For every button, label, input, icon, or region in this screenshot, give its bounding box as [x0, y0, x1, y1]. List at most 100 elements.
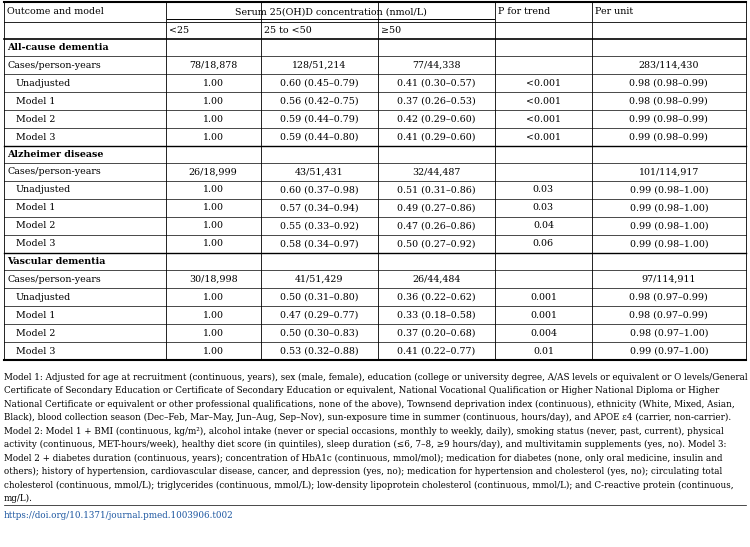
Text: Model 1: Model 1 [16, 96, 55, 106]
Text: cholesterol (continuous, mmol/L); triglycerides (continuous, mmol/L); low-densit: cholesterol (continuous, mmol/L); trigly… [4, 481, 734, 490]
Text: Black), blood collection season (Dec–Feb, Mar–May, Jun–Aug, Sep–Nov), sun-exposu: Black), blood collection season (Dec–Feb… [4, 413, 731, 422]
Text: 0.41 (0.30–0.57): 0.41 (0.30–0.57) [398, 79, 476, 88]
Text: 1.00: 1.00 [202, 185, 223, 195]
Text: 1.00: 1.00 [202, 240, 223, 248]
Text: 0.001: 0.001 [530, 311, 557, 319]
Text: 0.41 (0.29–0.60): 0.41 (0.29–0.60) [398, 132, 476, 142]
Text: 0.56 (0.42–0.75): 0.56 (0.42–0.75) [280, 96, 358, 106]
Text: 30/18,998: 30/18,998 [189, 275, 238, 283]
Text: <0.001: <0.001 [526, 114, 561, 124]
Text: Unadjusted: Unadjusted [16, 185, 71, 195]
Text: others); history of hypertension, cardiovascular disease, cancer, and depression: others); history of hypertension, cardio… [4, 467, 722, 476]
Text: 101/114,917: 101/114,917 [639, 167, 699, 177]
Text: 41/51,429: 41/51,429 [295, 275, 344, 283]
Text: 0.06: 0.06 [532, 240, 554, 248]
Text: Vascular dementia: Vascular dementia [7, 257, 105, 266]
Text: Model 3: Model 3 [16, 346, 55, 356]
Text: 1.00: 1.00 [202, 346, 223, 356]
Text: 0.99 (0.97–1.00): 0.99 (0.97–1.00) [629, 346, 708, 356]
Text: 0.50 (0.31–0.80): 0.50 (0.31–0.80) [280, 293, 358, 301]
Text: Model 2 + diabetes duration (continuous, years); concentration of HbA1c (continu: Model 2 + diabetes duration (continuous,… [4, 454, 722, 463]
Text: 1.00: 1.00 [202, 311, 223, 319]
Text: 1.00: 1.00 [202, 293, 223, 301]
Text: 0.59 (0.44–0.80): 0.59 (0.44–0.80) [280, 132, 358, 142]
Text: 0.53 (0.32–0.88): 0.53 (0.32–0.88) [280, 346, 358, 356]
Text: 0.58 (0.34–0.97): 0.58 (0.34–0.97) [280, 240, 358, 248]
Text: 32/44,487: 32/44,487 [413, 167, 460, 177]
Text: Unadjusted: Unadjusted [16, 293, 71, 301]
Text: 0.37 (0.20–0.68): 0.37 (0.20–0.68) [398, 329, 476, 337]
Text: Per unit: Per unit [595, 8, 633, 16]
Text: 78/18,878: 78/18,878 [189, 61, 237, 69]
Text: mg/L).: mg/L). [4, 494, 33, 503]
Text: 0.99 (0.98–0.99): 0.99 (0.98–0.99) [629, 132, 708, 142]
Text: 0.33 (0.18–0.58): 0.33 (0.18–0.58) [398, 311, 476, 319]
Text: <0.001: <0.001 [526, 96, 561, 106]
Text: 0.99 (0.98–1.00): 0.99 (0.98–1.00) [629, 185, 708, 195]
Text: 0.98 (0.97–1.00): 0.98 (0.97–1.00) [629, 329, 708, 337]
Text: Model 2: Model 2 [16, 329, 55, 337]
Text: <0.001: <0.001 [526, 79, 561, 88]
Text: activity (continuous, MET-hours/week), healthy diet score (in quintiles), sleep : activity (continuous, MET-hours/week), h… [4, 440, 727, 450]
Text: All-cause dementia: All-cause dementia [7, 43, 109, 52]
Text: 25 to <50: 25 to <50 [264, 26, 311, 35]
Text: 0.98 (0.98–0.99): 0.98 (0.98–0.99) [629, 96, 708, 106]
Text: 1.00: 1.00 [202, 203, 223, 212]
Text: Model 1: Model 1 [16, 203, 55, 212]
Text: 0.99 (0.98–1.00): 0.99 (0.98–1.00) [629, 203, 708, 212]
Text: 1.00: 1.00 [202, 132, 223, 142]
Text: 0.98 (0.98–0.99): 0.98 (0.98–0.99) [629, 79, 708, 88]
Text: 0.55 (0.33–0.92): 0.55 (0.33–0.92) [280, 222, 358, 230]
Text: 0.36 (0.22–0.62): 0.36 (0.22–0.62) [398, 293, 476, 301]
Text: 128/51,214: 128/51,214 [292, 61, 346, 69]
Text: Model 3: Model 3 [16, 132, 55, 142]
Text: 283/114,430: 283/114,430 [638, 61, 699, 69]
Text: https://doi.org/10.1371/journal.pmed.1003906.t002: https://doi.org/10.1371/journal.pmed.100… [4, 511, 234, 520]
Text: 0.47 (0.29–0.77): 0.47 (0.29–0.77) [280, 311, 358, 319]
Text: 26/44,484: 26/44,484 [413, 275, 460, 283]
Text: 1.00: 1.00 [202, 79, 223, 88]
Text: 0.42 (0.29–0.60): 0.42 (0.29–0.60) [398, 114, 476, 124]
Text: 0.51 (0.31–0.86): 0.51 (0.31–0.86) [398, 185, 476, 195]
Text: 0.59 (0.44–0.79): 0.59 (0.44–0.79) [280, 114, 358, 124]
Text: 0.37 (0.26–0.53): 0.37 (0.26–0.53) [398, 96, 476, 106]
Text: 0.99 (0.98–1.00): 0.99 (0.98–1.00) [629, 222, 708, 230]
Text: 0.004: 0.004 [530, 329, 557, 337]
Text: Outcome and model: Outcome and model [7, 8, 104, 16]
Text: Cases/person-years: Cases/person-years [7, 275, 100, 283]
Text: 1.00: 1.00 [202, 96, 223, 106]
Text: 0.49 (0.27–0.86): 0.49 (0.27–0.86) [398, 203, 476, 212]
Text: Serum 25(OH)D concentration (nmol/L): Serum 25(OH)D concentration (nmol/L) [235, 8, 427, 16]
Text: Model 1: Adjusted for age at recruitment (continuous, years), sex (male, female): Model 1: Adjusted for age at recruitment… [4, 373, 748, 382]
Text: 77/44,338: 77/44,338 [413, 61, 460, 69]
Text: Cases/person-years: Cases/person-years [7, 167, 100, 177]
Text: 0.50 (0.27–0.92): 0.50 (0.27–0.92) [398, 240, 476, 248]
Text: 1.00: 1.00 [202, 114, 223, 124]
Text: <0.001: <0.001 [526, 132, 561, 142]
Text: Alzheimer disease: Alzheimer disease [7, 150, 104, 159]
Text: 0.03: 0.03 [532, 203, 554, 212]
Text: 0.01: 0.01 [533, 346, 554, 356]
Text: P for trend: P for trend [498, 8, 550, 16]
Text: National Certificate or equivalent or other professional qualifications, none of: National Certificate or equivalent or ot… [4, 400, 735, 409]
Text: 0.60 (0.37–0.98): 0.60 (0.37–0.98) [280, 185, 358, 195]
Text: Model 1: Model 1 [16, 311, 55, 319]
Text: 97/114,911: 97/114,911 [641, 275, 696, 283]
Text: 0.60 (0.45–0.79): 0.60 (0.45–0.79) [280, 79, 358, 88]
Text: 0.98 (0.97–0.99): 0.98 (0.97–0.99) [629, 293, 708, 301]
Text: 0.50 (0.30–0.83): 0.50 (0.30–0.83) [280, 329, 358, 337]
Text: 0.99 (0.98–0.99): 0.99 (0.98–0.99) [629, 114, 708, 124]
Text: Model 2: Model 1 + BMI (continuous, kg/m²), alcohol intake (never or special occ: Model 2: Model 1 + BMI (continuous, kg/m… [4, 427, 724, 436]
Text: 0.57 (0.34–0.94): 0.57 (0.34–0.94) [280, 203, 358, 212]
Text: 1.00: 1.00 [202, 222, 223, 230]
Text: 43/51,431: 43/51,431 [295, 167, 344, 177]
Text: Model 3: Model 3 [16, 240, 55, 248]
Text: 1.00: 1.00 [202, 329, 223, 337]
Text: 0.98 (0.97–0.99): 0.98 (0.97–0.99) [629, 311, 708, 319]
Text: Certificate of Secondary Education or Certificate of Secondary Education or equi: Certificate of Secondary Education or Ce… [4, 386, 719, 395]
Text: 0.001: 0.001 [530, 293, 557, 301]
Text: ≥50: ≥50 [381, 26, 401, 35]
Text: 0.41 (0.22–0.77): 0.41 (0.22–0.77) [398, 346, 476, 356]
Text: Unadjusted: Unadjusted [16, 79, 71, 88]
Text: Model 2: Model 2 [16, 114, 55, 124]
